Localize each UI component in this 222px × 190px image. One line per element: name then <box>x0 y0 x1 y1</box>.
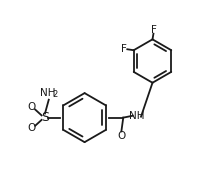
Text: 2: 2 <box>52 90 57 99</box>
Text: F: F <box>151 25 156 35</box>
Text: NH: NH <box>129 111 145 121</box>
Text: O: O <box>28 102 36 112</box>
Text: S: S <box>41 111 49 124</box>
Text: F: F <box>121 44 127 54</box>
Text: O: O <box>28 123 36 133</box>
Text: NH: NH <box>40 88 56 97</box>
Text: O: O <box>117 131 125 141</box>
